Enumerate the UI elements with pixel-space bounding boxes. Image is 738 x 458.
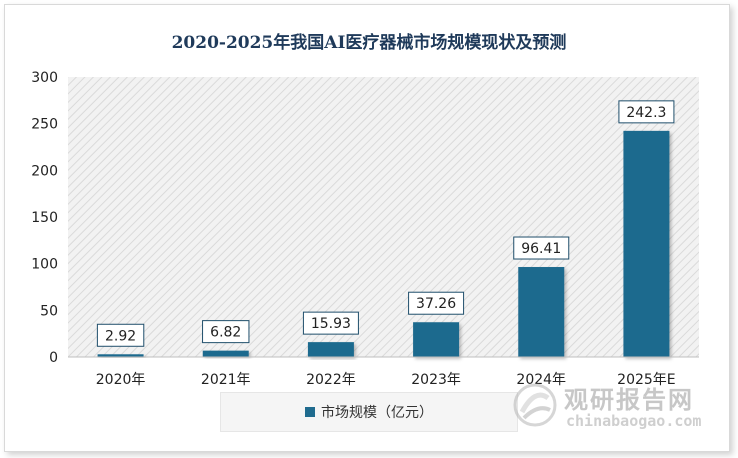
data-label-box <box>96 323 145 347</box>
data-label: 2.92 <box>105 328 136 344</box>
y-tick-label: 300 <box>31 70 58 86</box>
data-label: 6.82 <box>210 325 241 341</box>
legend: 市场规模（亿元） <box>220 392 518 432</box>
watermark-url: chinabaogao.com <box>566 412 702 430</box>
plot-background <box>68 77 699 357</box>
x-tick-label: 2021年 <box>201 372 251 388</box>
x-tick-label: 2022年 <box>306 372 356 388</box>
data-label: 15.93 <box>311 316 351 332</box>
bar <box>202 350 249 357</box>
y-tick-label: 100 <box>31 257 58 273</box>
y-tick-label: 250 <box>31 117 58 133</box>
legend-label: 市场规模（亿元） <box>321 405 433 421</box>
x-axis: 2020年 2021年 2022年 2023年 2024年 2025年E <box>68 356 699 388</box>
data-label-box <box>202 320 250 344</box>
watermark: 观研报告网 chinabaogao.com <box>512 378 732 436</box>
chart-title: 2020-2025年我国AI医疗器械市场规模现状及预测 <box>171 33 567 53</box>
y-tick-label: 50 <box>40 303 58 319</box>
bar <box>413 322 460 357</box>
x-tick-label: 2020年 <box>96 372 146 388</box>
x-tick-label: 2023年 <box>411 372 461 388</box>
data-label-box <box>513 236 570 260</box>
data-label-box <box>302 311 359 335</box>
bar <box>518 267 565 357</box>
bar <box>623 130 670 357</box>
bars <box>97 130 670 357</box>
y-tick-label: 200 <box>31 163 58 179</box>
x-tick-label: 2025年E <box>617 372 675 388</box>
x-tick-label: 2024年 <box>516 372 566 388</box>
data-labels: 2.92 6.82 15.93 37.26 96.41 242.3 <box>96 100 675 347</box>
bar <box>307 342 354 357</box>
data-label-box <box>408 291 465 315</box>
y-tick-label: 150 <box>31 210 58 226</box>
y-tick-label: 0 <box>49 350 58 366</box>
y-axis: 0 50 100 150 200 250 300 <box>31 70 58 366</box>
watermark-name: 观研报告网 <box>564 386 694 414</box>
data-label-box <box>618 100 675 124</box>
bar <box>97 354 144 357</box>
data-label: 37.26 <box>416 296 456 312</box>
watermark-logo-icon <box>513 383 557 427</box>
data-label: 242.3 <box>626 105 666 121</box>
data-label: 96.41 <box>521 241 561 257</box>
legend-swatch <box>305 407 315 417</box>
